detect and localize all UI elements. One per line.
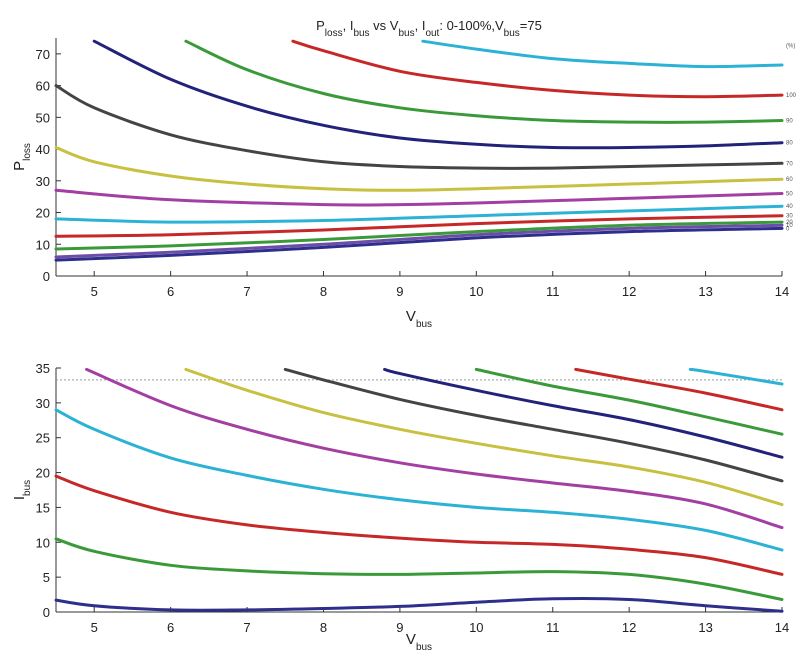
ploss-x-tick-label: 12	[622, 284, 636, 299]
ploss-panel: 5 6 7 8 9 10 11 12 13 14010203040506070VbusPloss0…	[11, 38, 797, 330]
ploss-y-tick-label: 60	[36, 79, 50, 94]
ploss-y-tick-label: 20	[36, 206, 50, 221]
ploss-series-line-2	[54, 220, 784, 251]
ibus-series-line-0	[54, 596, 784, 613]
ploss-series-line-9	[184, 39, 784, 124]
ploss-x-tick-label: 10	[469, 284, 483, 299]
ibus-x-tick-label: 5	[91, 620, 98, 635]
ibus-series-line-2	[54, 474, 784, 576]
ploss-series-line-11	[421, 39, 784, 69]
ploss-series-line-0	[54, 226, 784, 262]
ploss-series-line-1	[54, 223, 784, 259]
ibus-x-tick-label: 12	[622, 620, 636, 635]
ploss-series-end-label: 90	[786, 119, 793, 125]
ibus-x-tick-label: 9	[396, 620, 403, 635]
ploss-series-end-label: 70	[786, 161, 793, 167]
ploss-y-tick-label: 50	[36, 110, 50, 125]
ibus-series-line-5	[184, 367, 784, 507]
ploss-x-tick-label: 13	[698, 284, 712, 299]
ibus-series-line-4	[85, 367, 784, 530]
ploss-x-tick-label: 11	[546, 284, 560, 299]
ploss-x-tick-label: 9	[396, 284, 403, 299]
ploss-x-tick-label: 8	[320, 284, 327, 299]
ploss-series-line-7	[54, 84, 784, 170]
ploss-x-tick-label: 5	[91, 284, 98, 299]
ibus-series-line-10	[688, 367, 784, 386]
ploss-series-end-label: 40	[786, 204, 793, 210]
ploss-x-tick-label: 7	[243, 284, 250, 299]
ibus-x-tick-label: 7	[243, 620, 250, 635]
ibus-y-tick-label: 20	[36, 466, 50, 481]
ploss-series-line-4	[54, 204, 784, 224]
ploss-series-end-label: 10	[786, 223, 793, 229]
ploss-label-header: (%)	[786, 44, 795, 50]
ploss-y-tick-label: 40	[36, 142, 50, 157]
ibus-y-tick-label: 15	[36, 500, 50, 515]
ploss-series-end-label: 50	[786, 191, 793, 197]
ploss-series-end-label: 60	[786, 177, 793, 183]
ibus-x-tick-label: 8	[320, 620, 327, 635]
ploss-x-axis-label: Vbus	[406, 308, 432, 330]
ploss-y-tick-label: 30	[36, 174, 50, 189]
ploss-series-line-10	[291, 39, 784, 99]
ibus-series-line-7	[383, 367, 784, 459]
ploss-series-end-label: 20	[786, 220, 793, 226]
ploss-y-tick-label: 0	[43, 269, 50, 284]
ploss-series-line-6	[54, 146, 784, 192]
ploss-x-tick-label: 6	[167, 284, 174, 299]
ibus-x-axis-label: Vbus	[406, 631, 432, 653]
ibus-panel: 5 6 7 8 9 10 11 12 13 14 0 5 10 15 20 25 30 35 Vbus Ibus	[11, 361, 789, 653]
ibus-y-tick-label: 0	[43, 605, 50, 620]
ibus-series-line-9	[574, 367, 784, 412]
ibus-x-tick-label: 6	[167, 620, 174, 635]
ibus-y-tick-label: 30	[36, 396, 50, 411]
ibus-series-line-6	[283, 367, 784, 483]
ibus-x-tick-label: 10	[469, 620, 483, 635]
ibus-y-tick-label: 25	[36, 431, 50, 446]
ploss-series-end-label: 0	[786, 226, 790, 232]
ploss-series-line-3	[54, 214, 784, 238]
ploss-series-end-label: 100	[786, 93, 797, 99]
ploss-series-end-label: 80	[786, 141, 793, 147]
ploss-series-end-label: 30	[786, 214, 793, 220]
ibus-y-axis-label: Ibus	[11, 480, 33, 500]
ploss-series-line-5	[54, 188, 784, 207]
ibus-y-tick-label: 10	[36, 535, 50, 550]
ibus-y-tick-label: 5	[43, 570, 50, 585]
figure-title: Ploss, Ibus vs Vbus, Iout: 0-100%,Vbus=7…	[316, 18, 542, 39]
ibus-x-tick-label: 11	[546, 620, 560, 635]
ibus-series-line-1	[54, 537, 784, 601]
ploss-series-line-8	[92, 39, 784, 150]
ibus-x-tick-label: 13	[698, 620, 712, 635]
ploss-x-tick-label: 14	[775, 284, 789, 299]
ploss-y-axis-label: Ploss	[11, 143, 33, 171]
ploss-y-tick-label: 70	[36, 47, 50, 62]
ibus-y-tick-label: 35	[36, 361, 50, 376]
ibus-x-tick-label: 14	[775, 620, 789, 635]
ibus-series-line-8	[474, 367, 784, 436]
ploss-y-tick-label: 10	[36, 237, 50, 252]
ibus-series-line-3	[54, 408, 784, 552]
